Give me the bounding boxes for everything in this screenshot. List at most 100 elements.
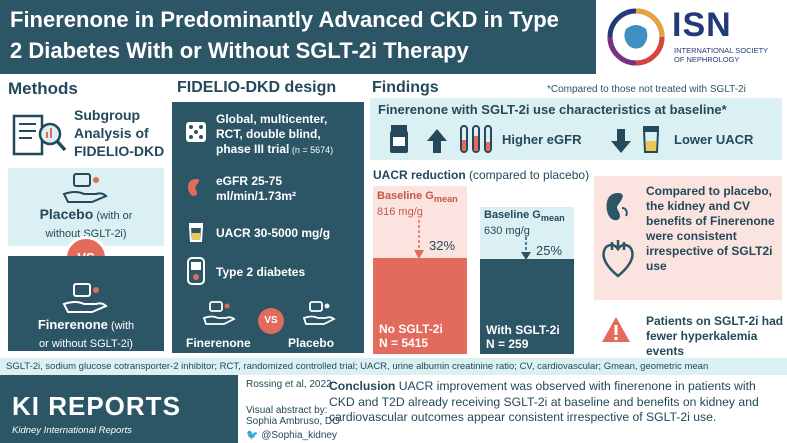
finerenone-sub-1: (with (107, 320, 135, 332)
dice-icon (186, 122, 206, 142)
finerenone-title: Finerenone (37, 317, 108, 332)
bar2-group-label: With SGLT-2i N = 259 (486, 323, 560, 351)
finerenone-arm-label: Finerenone (with or without SGLT-2i) (14, 316, 158, 352)
urine-cup-icon (188, 223, 204, 242)
isn-globe-icon (607, 8, 665, 66)
placebo-sub-2: without SGLT-2i) (45, 228, 127, 240)
design-egfr: eGFR 25-75 ml/min/1.73m² (216, 174, 296, 204)
design-item2-line2: ml/min/1.73m² (216, 189, 297, 203)
bar2-group: With SGLT-2i (486, 323, 560, 337)
design-t2d: Type 2 diabetes (216, 265, 306, 279)
design-item1-line1: Global, multicenter, (216, 112, 328, 126)
isn-logo-subtitle: INTERNATIONAL SOCIETY OF NEPHROLOGY (674, 46, 768, 64)
hand-pill-icon (202, 301, 236, 325)
design-vs-badge: VS (258, 308, 284, 334)
down-arrow-icon (611, 129, 631, 153)
urine-cup-icon (642, 126, 660, 153)
bar1-group: No SGLT-2i (379, 322, 443, 336)
finerenone-arm-box: Finerenone (with or without SGLT-2i) (8, 256, 164, 351)
header-banner: Finerenone in Predominantly Advanced CKD… (0, 0, 787, 74)
bar2-baseline-value: 630 mg/g (484, 225, 530, 237)
conclusion-label: Conclusion (329, 379, 396, 393)
visual-abstract-credit: Visual abstract by: Sophia Ambruso, DO (246, 405, 340, 427)
citation: Rossing et al, 2022 (246, 379, 332, 390)
hand-pill-icon (62, 173, 108, 203)
isn-logo-text: ISN (672, 6, 732, 44)
kidney-icon (606, 193, 628, 221)
heart-icon (602, 240, 634, 278)
twitter-handle-text: @Sophia_kidney (261, 430, 337, 441)
design-panel: Global, multicenter, RCT, double blind, … (172, 102, 364, 353)
design-heading: FIDELIO-DKD design (177, 79, 337, 96)
dashed-arrow-icon (521, 237, 531, 260)
methods-subtitle-2: Analysis of (74, 125, 149, 141)
baseline-characteristics-box: Finerenone with SGLT-2i use characterist… (370, 98, 782, 160)
isn-logo[interactable]: ISN INTERNATIONAL SOCIETY OF NEPHROLOGY (596, 0, 787, 74)
dashed-arrow-icon (414, 220, 424, 259)
baseline-characteristics-title: Finerenone with SGLT-2i use characterist… (378, 102, 727, 117)
uacr-reduction-title: UACR reduction (373, 168, 466, 182)
credit-line2: Sophia Ambruso, DO (246, 416, 340, 427)
design-trial-type: Global, multicenter, RCT, double blind, … (216, 112, 333, 158)
placebo-title: Placebo (39, 206, 94, 222)
uacr-reduction-heading: UACR reduction (compared to placebo) (373, 168, 589, 182)
abbreviations-bar: SGLT-2i, sodium glucose cotransporter-2 … (0, 358, 787, 375)
lower-uacr-label: Lower UACR (674, 132, 754, 147)
bar1-n: N = 5415 (379, 336, 429, 350)
bar1-fill: No SGLT-2i N = 5415 (373, 258, 467, 354)
credit-line1: Visual abstract by: (246, 405, 328, 416)
methods-subtitle-1: Subgroup (74, 107, 141, 123)
bar-no-sglt2i: Baseline Gmean 816 mg/g 32% No SGLT-2i N… (373, 186, 467, 354)
cv-benefits-box: Compared to placebo, the kidney and CV b… (594, 176, 782, 300)
bar2-n: N = 259 (486, 337, 529, 351)
test-tubes-icon (460, 125, 492, 153)
bar1-baseline-label: Baseline Gmean (377, 190, 458, 206)
design-uacr: UACR 30-5000 mg/g (216, 226, 331, 240)
isn-logo-subtitle-2: OF NEPHROLOGY (674, 55, 740, 64)
bar2-reduction-pct: 25% (536, 243, 563, 258)
hyperkalemia-text: Patients on SGLT-2i had fewer hyperkalem… (646, 314, 784, 358)
bar2-baseline-text: Baseline G (484, 209, 541, 221)
ki-reports-logo[interactable]: KI REPORTS Kidney International Reports (0, 375, 238, 443)
ki-reports-subtitle: Kidney International Reports (12, 425, 132, 436)
page-title: Finerenone in Predominantly Advanced CKD… (10, 7, 559, 63)
bar2-baseline-label: Baseline Gmean (484, 209, 565, 225)
bar-with-sglt2i: Baseline Gmean 630 mg/g 25% With SGLT-2i… (480, 207, 574, 354)
design-item1-n: (n = 5674) (289, 145, 334, 155)
warning-icon (602, 317, 630, 342)
kidney-icon (188, 179, 200, 196)
design-item1-line3: phase III trial (216, 142, 290, 156)
twitter-bird-icon: 🐦 (246, 430, 259, 441)
twitter-handle[interactable]: 🐦 @Sophia_kidney (246, 430, 337, 441)
bar2-baseline-sub: mean (540, 213, 565, 224)
methods-heading: Methods (8, 79, 78, 98)
bar1-baseline-sub: mean (433, 194, 458, 205)
conclusion-text: Conclusion UACR improvement was observed… (329, 379, 784, 426)
design-arm-finerenone: Finerenone (186, 336, 251, 350)
uacr-reduction-subtitle: (compared to placebo) (465, 168, 590, 182)
subgroup-analysis-icon (12, 114, 67, 156)
hand-pill-icon (302, 301, 336, 325)
finerenone-sub-2: or without SGLT-2i) (39, 338, 133, 350)
bar1-group-label: No SGLT-2i N = 5415 (379, 322, 443, 350)
findings-footnote: *Compared to those not treated with SGLT… (547, 84, 746, 95)
higher-egfr-label: Higher eGFR (502, 132, 582, 147)
design-arm-placebo: Placebo (288, 336, 335, 350)
hand-pill-icon (62, 283, 108, 313)
pill-bottle-icon (390, 125, 408, 153)
conclusion-body: UACR improvement was observed with finer… (329, 379, 759, 424)
bar1-baseline-text: Baseline G (377, 190, 434, 202)
ki-reports-title: KI REPORTS (12, 391, 181, 421)
placebo-arm-label: Placebo (with or without SGLT-2i) (16, 206, 156, 242)
design-item2-line1: eGFR 25-75 (216, 174, 283, 188)
bar1-reduction-pct: 32% (429, 238, 456, 253)
design-item1-line2: RCT, double blind, (216, 127, 321, 141)
up-arrow-icon (427, 129, 447, 153)
bar2-fill: With SGLT-2i N = 259 (480, 259, 574, 354)
placebo-arm-box: Placebo (with or without SGLT-2i) (8, 168, 164, 246)
cv-benefits-text: Compared to placebo, the kidney and CV b… (646, 184, 775, 273)
methods-subtitle-3: FIDELIO-DKD (74, 143, 165, 159)
glucometer-icon (187, 257, 205, 285)
placebo-sub-1: (with or (93, 210, 133, 222)
bar1-baseline-value: 816 mg/g (377, 206, 423, 218)
